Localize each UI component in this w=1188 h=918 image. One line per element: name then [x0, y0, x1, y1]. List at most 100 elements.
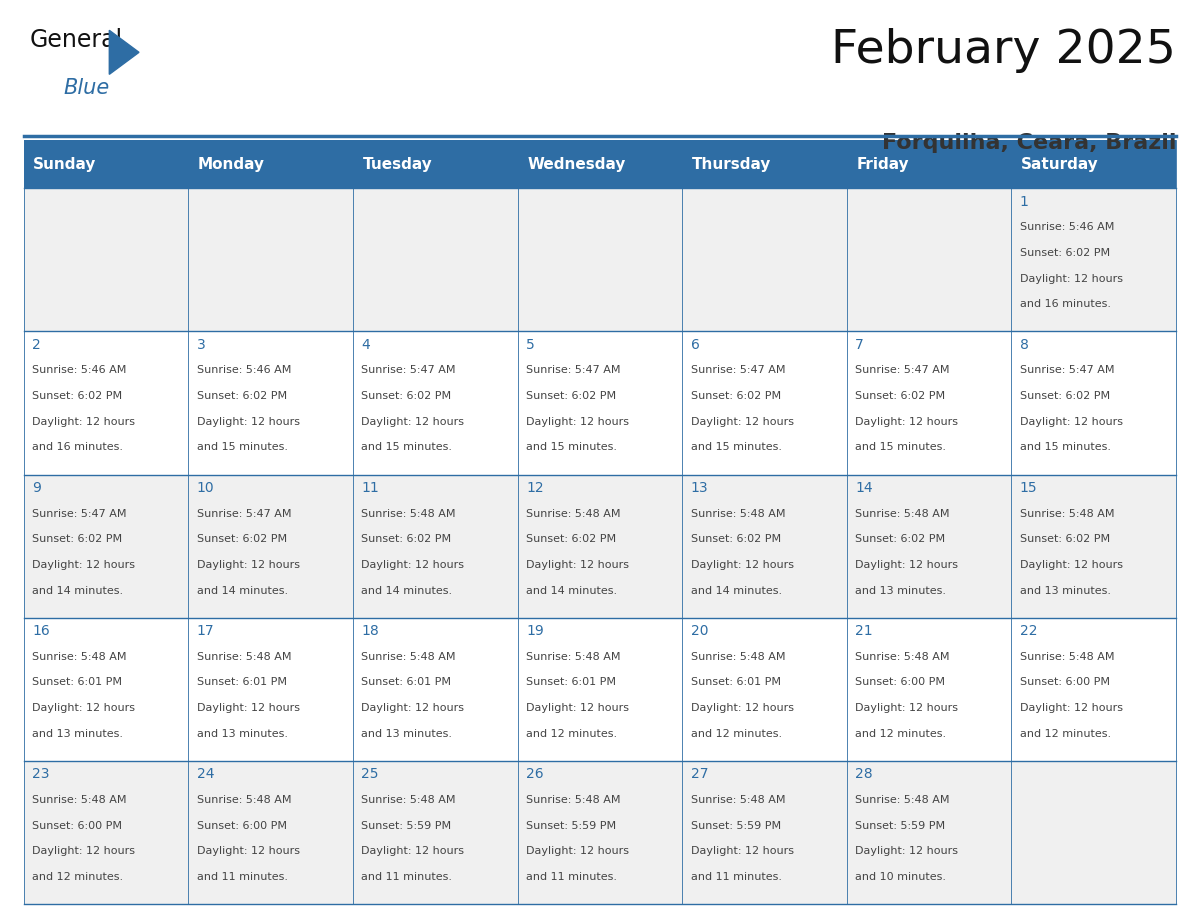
Bar: [518, 618, 682, 761]
Text: 21: 21: [855, 624, 873, 638]
Text: Sunset: 6:02 PM: Sunset: 6:02 PM: [526, 534, 617, 544]
Text: 3: 3: [197, 338, 206, 352]
Text: and 15 minutes.: and 15 minutes.: [690, 442, 782, 453]
Text: and 14 minutes.: and 14 minutes.: [690, 586, 782, 596]
Bar: [682, 475, 847, 618]
Text: 14: 14: [855, 481, 873, 495]
Text: Sunrise: 5:48 AM: Sunrise: 5:48 AM: [855, 509, 949, 519]
Text: Sunrise: 5:48 AM: Sunrise: 5:48 AM: [361, 509, 456, 519]
Text: 16: 16: [32, 624, 50, 638]
Text: Daylight: 12 hours: Daylight: 12 hours: [32, 703, 135, 713]
Text: Sunrise: 5:47 AM: Sunrise: 5:47 AM: [526, 365, 620, 375]
Text: Daylight: 12 hours: Daylight: 12 hours: [32, 417, 135, 427]
Text: Daylight: 12 hours: Daylight: 12 hours: [526, 560, 628, 570]
Text: Daylight: 12 hours: Daylight: 12 hours: [855, 703, 959, 713]
Text: 28: 28: [855, 767, 873, 781]
Text: and 12 minutes.: and 12 minutes.: [32, 872, 124, 882]
Text: Sunset: 6:01 PM: Sunset: 6:01 PM: [32, 677, 122, 688]
Text: Daylight: 12 hours: Daylight: 12 hours: [1019, 560, 1123, 570]
Bar: [847, 618, 1011, 761]
Bar: [682, 331, 847, 475]
Bar: [189, 618, 353, 761]
Text: Daylight: 12 hours: Daylight: 12 hours: [361, 846, 465, 856]
Bar: [24, 618, 189, 761]
Bar: [353, 475, 518, 618]
Text: Sunrise: 5:48 AM: Sunrise: 5:48 AM: [32, 652, 127, 662]
Text: Sunset: 6:02 PM: Sunset: 6:02 PM: [197, 391, 286, 401]
Text: 7: 7: [855, 338, 864, 352]
Bar: [353, 331, 518, 475]
Text: and 10 minutes.: and 10 minutes.: [855, 872, 946, 882]
Text: Sunset: 5:59 PM: Sunset: 5:59 PM: [361, 821, 451, 831]
Text: Sunset: 6:02 PM: Sunset: 6:02 PM: [690, 534, 781, 544]
Bar: [24, 331, 189, 475]
Text: Sunrise: 5:48 AM: Sunrise: 5:48 AM: [690, 652, 785, 662]
Text: 20: 20: [690, 624, 708, 638]
Text: 17: 17: [197, 624, 214, 638]
Bar: [682, 188, 847, 331]
Text: Monday: Monday: [198, 157, 265, 172]
Text: 12: 12: [526, 481, 544, 495]
Text: Sunrise: 5:47 AM: Sunrise: 5:47 AM: [197, 509, 291, 519]
Text: Wednesday: Wednesday: [527, 157, 626, 172]
Text: Sunset: 6:02 PM: Sunset: 6:02 PM: [526, 391, 617, 401]
Text: Daylight: 12 hours: Daylight: 12 hours: [855, 417, 959, 427]
Text: and 14 minutes.: and 14 minutes.: [361, 586, 453, 596]
Text: Sunset: 6:01 PM: Sunset: 6:01 PM: [526, 677, 615, 688]
Text: 4: 4: [361, 338, 371, 352]
Bar: [24, 761, 189, 904]
Text: Sunset: 6:00 PM: Sunset: 6:00 PM: [32, 821, 122, 831]
Text: Sunset: 5:59 PM: Sunset: 5:59 PM: [855, 821, 946, 831]
Text: Daylight: 12 hours: Daylight: 12 hours: [1019, 274, 1123, 284]
Text: Sunset: 5:59 PM: Sunset: 5:59 PM: [690, 821, 781, 831]
Text: Sunset: 6:02 PM: Sunset: 6:02 PM: [690, 391, 781, 401]
Text: 9: 9: [32, 481, 40, 495]
Text: Daylight: 12 hours: Daylight: 12 hours: [526, 703, 628, 713]
Text: Sunset: 6:02 PM: Sunset: 6:02 PM: [361, 534, 451, 544]
Text: Daylight: 12 hours: Daylight: 12 hours: [1019, 703, 1123, 713]
Text: and 15 minutes.: and 15 minutes.: [526, 442, 617, 453]
Text: 8: 8: [1019, 338, 1029, 352]
Text: Sunset: 5:59 PM: Sunset: 5:59 PM: [526, 821, 617, 831]
Text: Daylight: 12 hours: Daylight: 12 hours: [361, 703, 465, 713]
Text: Sunset: 6:02 PM: Sunset: 6:02 PM: [855, 534, 946, 544]
Text: and 12 minutes.: and 12 minutes.: [526, 729, 617, 739]
Text: Sunrise: 5:48 AM: Sunrise: 5:48 AM: [855, 795, 949, 805]
Text: and 15 minutes.: and 15 minutes.: [1019, 442, 1111, 453]
Bar: [518, 188, 682, 331]
Text: Daylight: 12 hours: Daylight: 12 hours: [690, 846, 794, 856]
Text: 26: 26: [526, 767, 544, 781]
Text: Daylight: 12 hours: Daylight: 12 hours: [855, 846, 959, 856]
Text: and 14 minutes.: and 14 minutes.: [197, 586, 287, 596]
Bar: [353, 188, 518, 331]
Text: Sunrise: 5:47 AM: Sunrise: 5:47 AM: [855, 365, 949, 375]
Text: and 12 minutes.: and 12 minutes.: [690, 729, 782, 739]
Text: and 13 minutes.: and 13 minutes.: [197, 729, 287, 739]
Bar: [353, 618, 518, 761]
Text: Daylight: 12 hours: Daylight: 12 hours: [1019, 417, 1123, 427]
Text: 5: 5: [526, 338, 535, 352]
Text: Daylight: 12 hours: Daylight: 12 hours: [197, 846, 299, 856]
Text: and 15 minutes.: and 15 minutes.: [197, 442, 287, 453]
Bar: [518, 331, 682, 475]
Text: 19: 19: [526, 624, 544, 638]
Bar: [1011, 761, 1176, 904]
Text: Sunset: 6:01 PM: Sunset: 6:01 PM: [361, 677, 451, 688]
Bar: [847, 761, 1011, 904]
Text: and 11 minutes.: and 11 minutes.: [197, 872, 287, 882]
Polygon shape: [109, 30, 139, 74]
Text: Sunset: 6:01 PM: Sunset: 6:01 PM: [197, 677, 286, 688]
Text: Sunday: Sunday: [33, 157, 96, 172]
Text: Daylight: 12 hours: Daylight: 12 hours: [526, 846, 628, 856]
Text: and 16 minutes.: and 16 minutes.: [32, 442, 124, 453]
Text: Sunset: 6:00 PM: Sunset: 6:00 PM: [855, 677, 946, 688]
Bar: [682, 761, 847, 904]
Bar: [847, 475, 1011, 618]
Text: 23: 23: [32, 767, 50, 781]
Text: Thursday: Thursday: [691, 157, 771, 172]
Text: and 16 minutes.: and 16 minutes.: [1019, 299, 1111, 309]
Bar: [847, 188, 1011, 331]
Text: 13: 13: [690, 481, 708, 495]
Text: Sunrise: 5:48 AM: Sunrise: 5:48 AM: [197, 795, 291, 805]
Text: Daylight: 12 hours: Daylight: 12 hours: [197, 703, 299, 713]
